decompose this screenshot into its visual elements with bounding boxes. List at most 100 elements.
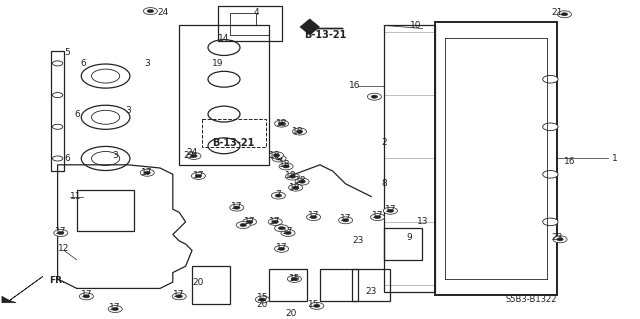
Text: 9: 9 <box>407 233 412 242</box>
Text: 17: 17 <box>308 211 319 220</box>
Circle shape <box>289 175 296 178</box>
Text: 20: 20 <box>285 309 297 318</box>
Circle shape <box>187 152 201 160</box>
Text: 1: 1 <box>612 154 617 163</box>
Circle shape <box>342 219 349 222</box>
Circle shape <box>543 218 558 226</box>
Circle shape <box>279 163 293 170</box>
Circle shape <box>383 207 397 214</box>
Text: 16: 16 <box>349 81 361 90</box>
Circle shape <box>561 13 568 16</box>
Text: 7: 7 <box>276 190 281 199</box>
Circle shape <box>269 152 284 159</box>
Text: 17: 17 <box>372 211 383 220</box>
Text: 23: 23 <box>365 287 377 296</box>
Circle shape <box>287 275 301 282</box>
Text: B-13-21: B-13-21 <box>304 30 346 40</box>
Circle shape <box>553 236 567 243</box>
Circle shape <box>272 220 278 223</box>
Circle shape <box>58 231 64 234</box>
Text: 18: 18 <box>269 151 281 160</box>
Circle shape <box>276 157 282 160</box>
Circle shape <box>296 130 303 133</box>
Circle shape <box>273 154 280 157</box>
Circle shape <box>543 123 558 130</box>
Circle shape <box>299 180 305 183</box>
Text: 16: 16 <box>564 157 575 166</box>
Text: S5B3-B1322: S5B3-B1322 <box>506 295 557 304</box>
Circle shape <box>195 174 202 177</box>
Circle shape <box>292 186 299 189</box>
Circle shape <box>271 192 285 199</box>
Circle shape <box>285 231 291 234</box>
Circle shape <box>234 206 240 209</box>
Text: 6: 6 <box>74 110 79 119</box>
Text: 5: 5 <box>65 48 70 57</box>
Circle shape <box>387 209 394 212</box>
Text: FR.: FR. <box>49 276 66 285</box>
Circle shape <box>79 293 93 300</box>
Text: 23: 23 <box>551 233 563 242</box>
Text: 6: 6 <box>81 59 86 68</box>
Text: 17: 17 <box>244 217 255 226</box>
Text: 17: 17 <box>141 168 153 177</box>
Text: 3: 3 <box>113 151 118 160</box>
Circle shape <box>240 223 246 226</box>
Circle shape <box>557 11 572 18</box>
Text: 8: 8 <box>381 179 387 188</box>
Text: 15: 15 <box>257 293 268 302</box>
Circle shape <box>295 178 309 185</box>
Circle shape <box>176 295 182 298</box>
Circle shape <box>307 214 321 221</box>
Circle shape <box>144 171 150 174</box>
Text: 17: 17 <box>385 205 396 214</box>
Polygon shape <box>300 19 319 35</box>
Text: 20: 20 <box>193 278 204 286</box>
Circle shape <box>191 154 197 158</box>
Circle shape <box>243 219 257 225</box>
Text: 15: 15 <box>308 300 319 309</box>
Text: 17: 17 <box>269 217 281 226</box>
Circle shape <box>147 10 154 13</box>
Text: 17: 17 <box>55 227 67 236</box>
Text: 18: 18 <box>285 171 297 181</box>
Circle shape <box>230 204 244 211</box>
Circle shape <box>371 214 385 221</box>
Circle shape <box>143 8 157 15</box>
Circle shape <box>259 298 266 301</box>
Circle shape <box>310 216 317 219</box>
Circle shape <box>246 220 253 223</box>
Text: 10: 10 <box>410 21 422 30</box>
Text: 11: 11 <box>70 192 81 201</box>
Circle shape <box>275 194 282 197</box>
Circle shape <box>191 173 205 179</box>
Text: 22: 22 <box>183 151 195 160</box>
Circle shape <box>275 120 289 127</box>
Text: 15: 15 <box>289 274 300 283</box>
Circle shape <box>557 238 563 241</box>
Circle shape <box>283 165 289 168</box>
Text: 3: 3 <box>145 59 150 68</box>
Circle shape <box>292 128 307 135</box>
Circle shape <box>272 155 286 162</box>
Text: 6: 6 <box>65 154 70 163</box>
Text: 18: 18 <box>279 160 291 169</box>
Circle shape <box>314 304 320 308</box>
Text: 23: 23 <box>353 236 364 245</box>
Text: 3: 3 <box>125 107 131 115</box>
Text: 17: 17 <box>109 303 121 312</box>
Text: 12: 12 <box>58 244 70 253</box>
Text: 18: 18 <box>292 127 303 136</box>
Circle shape <box>54 229 68 236</box>
Text: 18: 18 <box>276 119 287 128</box>
Circle shape <box>108 306 122 313</box>
Circle shape <box>339 217 353 224</box>
Text: 17: 17 <box>81 290 92 299</box>
Polygon shape <box>2 276 43 303</box>
Circle shape <box>367 93 381 100</box>
Circle shape <box>140 169 154 176</box>
Circle shape <box>112 308 118 311</box>
Text: 18: 18 <box>295 176 307 185</box>
Text: 19: 19 <box>212 59 223 68</box>
Text: 2: 2 <box>381 138 387 147</box>
